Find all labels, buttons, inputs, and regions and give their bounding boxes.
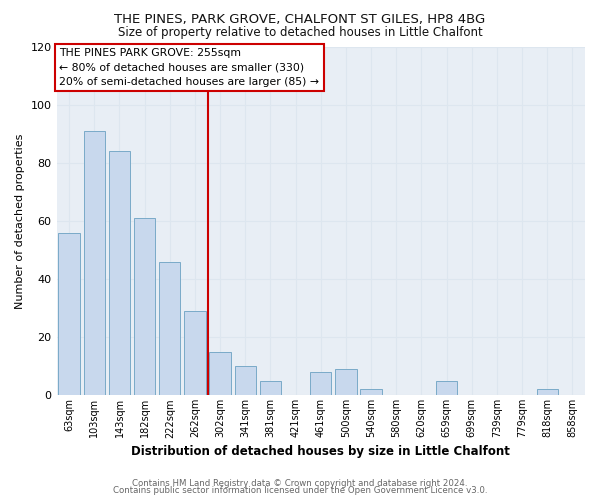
Bar xyxy=(260,380,281,396)
Bar xyxy=(436,380,457,396)
Bar xyxy=(184,311,206,396)
Text: Contains HM Land Registry data © Crown copyright and database right 2024.: Contains HM Land Registry data © Crown c… xyxy=(132,478,468,488)
Bar xyxy=(83,131,105,396)
Bar xyxy=(310,372,331,396)
Text: Contains public sector information licensed under the Open Government Licence v3: Contains public sector information licen… xyxy=(113,486,487,495)
Text: THE PINES PARK GROVE: 255sqm
← 80% of detached houses are smaller (330)
20% of s: THE PINES PARK GROVE: 255sqm ← 80% of de… xyxy=(59,48,319,87)
Text: Size of property relative to detached houses in Little Chalfont: Size of property relative to detached ho… xyxy=(118,26,482,39)
Text: THE PINES, PARK GROVE, CHALFONT ST GILES, HP8 4BG: THE PINES, PARK GROVE, CHALFONT ST GILES… xyxy=(115,12,485,26)
Bar xyxy=(235,366,256,396)
Bar xyxy=(134,218,155,396)
Bar xyxy=(209,352,231,396)
Bar xyxy=(335,369,356,396)
Bar xyxy=(109,151,130,396)
Bar xyxy=(159,262,181,396)
X-axis label: Distribution of detached houses by size in Little Chalfont: Distribution of detached houses by size … xyxy=(131,444,510,458)
Bar xyxy=(361,390,382,396)
Bar xyxy=(58,232,80,396)
Bar xyxy=(536,390,558,396)
Y-axis label: Number of detached properties: Number of detached properties xyxy=(15,133,25,308)
